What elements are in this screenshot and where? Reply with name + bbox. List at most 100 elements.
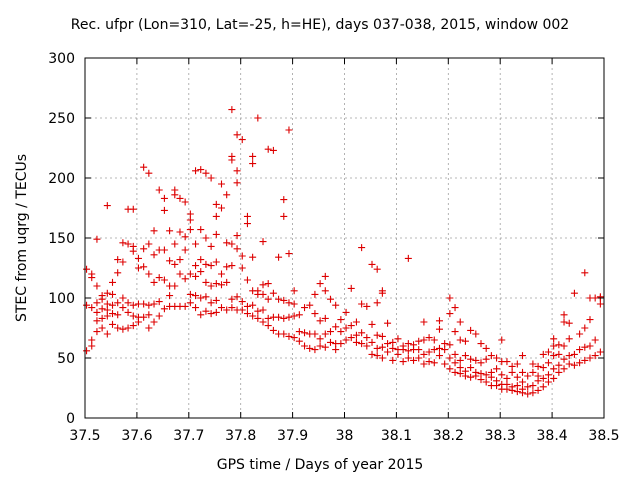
data-point [596, 293, 604, 301]
data-point [176, 228, 184, 236]
data-point [596, 300, 604, 308]
data-point [301, 342, 309, 350]
data-point [441, 346, 449, 354]
data-point [192, 167, 200, 175]
data-point [550, 335, 558, 343]
data-point [202, 293, 210, 301]
x-tick-label: 37.7 [173, 428, 204, 444]
data-point [311, 346, 319, 354]
data-point [223, 306, 231, 314]
data-point [217, 304, 225, 312]
data-point [223, 191, 231, 199]
data-point [103, 330, 111, 338]
data-point [404, 340, 412, 348]
data-point [467, 355, 475, 363]
data-point [259, 318, 267, 326]
data-point [217, 204, 225, 212]
data-point [202, 307, 210, 315]
data-point [124, 308, 132, 316]
data-point [207, 310, 215, 318]
data-point [88, 342, 96, 350]
data-point [254, 307, 262, 315]
data-point [249, 152, 257, 160]
data-point [415, 354, 423, 362]
data-point [202, 234, 210, 242]
y-tick-label: 100 [48, 291, 75, 307]
data-point [202, 169, 210, 177]
data-point [456, 364, 464, 372]
data-point [404, 254, 412, 262]
data-point [290, 334, 298, 342]
data-point [207, 262, 215, 270]
data-point [555, 361, 563, 369]
data-point [467, 373, 475, 381]
data-point [555, 350, 563, 358]
data-point [207, 174, 215, 182]
data-point [150, 278, 158, 286]
data-point [145, 270, 153, 278]
data-point [311, 290, 319, 298]
data-point [192, 262, 200, 270]
y-tick-label: 50 [57, 351, 75, 367]
data-point [186, 290, 194, 298]
data-point [186, 226, 194, 234]
data-point [337, 328, 345, 336]
data-point [290, 287, 298, 295]
data-point [243, 302, 251, 310]
data-point [98, 314, 106, 322]
data-point [539, 374, 547, 382]
data-point [295, 311, 303, 319]
data-point [503, 374, 511, 382]
data-point [550, 342, 558, 350]
x-tick-label: 38.4 [537, 428, 568, 444]
data-point [243, 276, 251, 284]
data-point [109, 290, 117, 298]
data-point [160, 305, 168, 313]
data-point [140, 263, 148, 271]
data-point [93, 235, 101, 243]
data-point [249, 253, 257, 261]
data-point [150, 318, 158, 326]
data-point [223, 239, 231, 247]
data-point [186, 210, 194, 218]
data-point [269, 289, 277, 297]
data-point [306, 344, 314, 352]
data-point [129, 312, 137, 320]
data-point [368, 320, 376, 328]
data-point [389, 344, 397, 352]
data-point [389, 356, 397, 364]
data-point [228, 152, 236, 160]
data-point [243, 220, 251, 228]
data-point [550, 374, 558, 382]
data-point [576, 330, 584, 338]
data-point [275, 295, 283, 303]
data-point [508, 368, 516, 376]
data-point [88, 270, 96, 278]
data-point [311, 310, 319, 318]
data-point [461, 352, 469, 360]
data-point [519, 352, 527, 360]
data-point [534, 362, 542, 370]
x-tick-label: 37.5 [69, 428, 100, 444]
data-point [150, 300, 158, 308]
grid-lines [85, 58, 604, 418]
data-point [109, 320, 117, 328]
data-point [430, 336, 438, 344]
data-point [238, 298, 246, 306]
data-point [295, 328, 303, 336]
x-tick-label: 38.3 [485, 428, 516, 444]
data-point [332, 301, 340, 309]
data-point [539, 383, 547, 391]
data-point [83, 265, 91, 273]
data-point [415, 337, 423, 345]
data-point [114, 311, 122, 319]
data-point [109, 310, 117, 318]
data-point [503, 358, 511, 366]
data-point [378, 354, 386, 362]
data-point [285, 250, 293, 258]
data-point [560, 311, 568, 319]
data-point [124, 324, 132, 332]
data-point [192, 240, 200, 248]
data-point [93, 328, 101, 336]
